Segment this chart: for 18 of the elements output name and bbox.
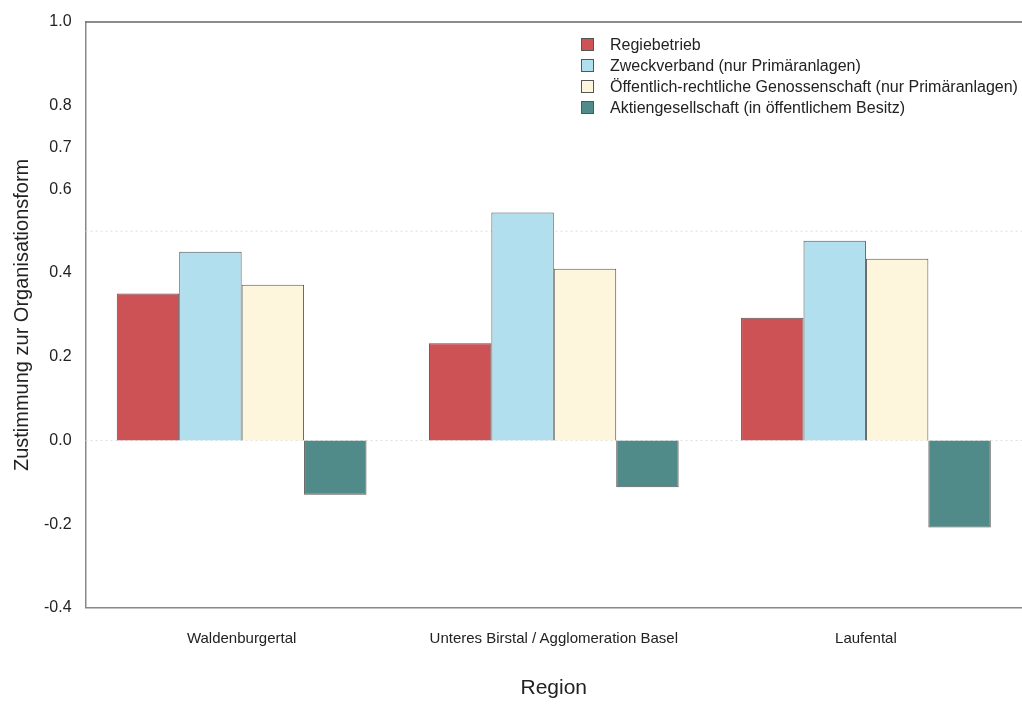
- x-tick-label: Unteres Birstal / Agglomeration Basel: [429, 628, 679, 646]
- legend-label: Zweckverband (nur Primäranlagen): [610, 56, 861, 76]
- y-tick-label: 0.8: [49, 96, 72, 114]
- y-axis-title: Zustimmung zur Organisationsform: [9, 158, 32, 472]
- y-tick-label: 0.6: [49, 179, 72, 197]
- legend-label: Aktiengesellschaft (in öffentlichem Besitz): [610, 98, 905, 118]
- y-tick-label: -0.4: [43, 598, 72, 616]
- y-tick-label: -0.2: [43, 514, 72, 532]
- y-tick-label: 0.2: [49, 347, 72, 365]
- legend-label: Regiebetrieb: [610, 35, 701, 55]
- x-tick-label: Waldenburgertal: [186, 628, 297, 646]
- x-axis-title: Region: [520, 675, 588, 699]
- legend-label: Öffentlich-rechtliche Genossenschaft (nur Primäranlagen): [610, 77, 1018, 97]
- y-tick-label: 0.7: [49, 137, 72, 155]
- y-tick-label: 0.4: [49, 263, 72, 281]
- x-tick-label: Laufental: [835, 628, 897, 646]
- y-tick-label: 1.0: [49, 12, 72, 30]
- y-tick-label: 0.0: [49, 430, 72, 448]
